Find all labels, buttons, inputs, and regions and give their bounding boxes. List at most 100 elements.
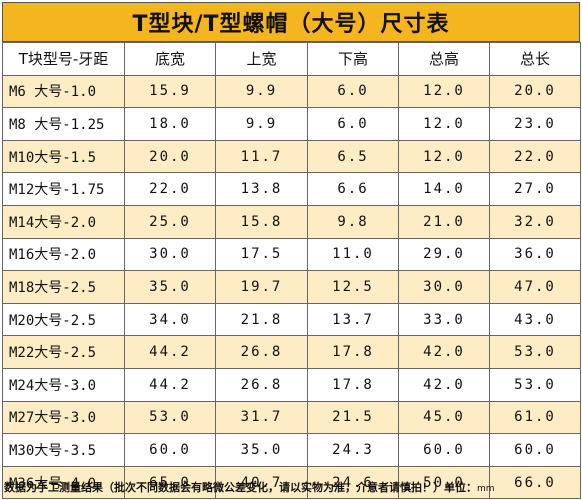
header-model: T块型号-牙距 — [2, 42, 125, 76]
table-row: M22大号-2.5 44.2 26.8 17.8 42.0 53.0 — [2, 335, 581, 369]
chart-title: T型块/T型螺帽（大号）尺寸表 — [2, 2, 580, 42]
cell-total-height: 12.0 — [398, 139, 490, 174]
cell-top-width: 40.7 — [215, 465, 308, 500]
cell-top-width: 17.5 — [215, 237, 308, 272]
cell-total-length: 60.0 — [489, 433, 581, 467]
table-row: M12大号-1.75 22.0 13.8 6.6 14.0 27.0 — [2, 172, 581, 206]
cell-model: M20大号-2.5 — [2, 302, 125, 337]
cell-top-width: 26.8 — [215, 367, 308, 402]
cell-top-width: 19.7 — [215, 270, 308, 304]
cell-top-width: 31.7 — [215, 400, 308, 435]
cell-total-length: 36.0 — [489, 237, 581, 272]
cell-total-height: 12.0 — [398, 74, 490, 109]
cell-total-height: 45.0 — [398, 400, 490, 435]
footer-unit: mm — [477, 484, 495, 494]
cell-top-width: 13.8 — [215, 172, 308, 206]
cell-top-width: 15.8 — [215, 204, 308, 239]
cell-total-length: 47.0 — [489, 270, 581, 304]
cell-model: M36大号-4.0 — [2, 465, 125, 500]
table-row: M24大号-3.0 44.2 26.8 17.8 42.0 53.0 — [2, 367, 581, 402]
table-row: M14大号-2.0 25.0 15.8 9.8 21.0 32.0 — [2, 204, 581, 239]
cell-total-height: 30.0 — [398, 270, 490, 304]
cell-lower-height: 9.8 — [307, 204, 399, 239]
cell-total-length: 23.0 — [489, 107, 581, 141]
cell-total-height: 42.0 — [398, 335, 490, 369]
cell-total-length: 32.0 — [489, 204, 581, 239]
cell-lower-height: 11.0 — [307, 237, 399, 272]
cell-model: M27大号-3.0 — [2, 400, 125, 435]
cell-bottom-width: 18.0 — [124, 107, 216, 141]
cell-total-height: 60.0 — [398, 433, 490, 467]
cell-top-width: 21.8 — [215, 302, 308, 337]
table-row: M10大号-1.5 20.0 11.7 6.5 12.0 22.0 — [2, 139, 581, 174]
cell-lower-height: 17.8 — [307, 335, 399, 369]
footer-text: 数据为手工测量结果（批次不同数据会有略微公差变化，请以实物为准，介意者请慎拍！）… — [4, 481, 477, 494]
cell-model: M22大号-2.5 — [2, 335, 125, 369]
cell-model: M16大号-2.0 — [2, 237, 125, 272]
header-lower-height: 下高 — [307, 42, 399, 76]
table-row: M16大号-2.0 30.0 17.5 11.0 29.0 36.0 — [2, 237, 581, 272]
cell-bottom-width: 25.0 — [124, 204, 216, 239]
table-row: M36大号-4.0 65.0 40.7 24.6 50.0 66.0 — [2, 465, 581, 500]
cell-bottom-width: 44.2 — [124, 335, 216, 369]
cell-bottom-width: 44.2 — [124, 367, 216, 402]
cell-lower-height: 24.3 — [307, 433, 399, 467]
cell-total-length: 66.0 — [489, 465, 581, 500]
cell-lower-height: 6.0 — [307, 74, 399, 109]
cell-lower-height: 6.6 — [307, 172, 399, 206]
table-row: M30大号-3.5 60.0 35.0 24.3 60.0 60.0 — [2, 433, 581, 467]
cell-lower-height: 21.5 — [307, 400, 399, 435]
cell-total-length: 27.0 — [489, 172, 581, 206]
header-top-width: 上宽 — [215, 42, 308, 76]
cell-lower-height: 13.7 — [307, 302, 399, 337]
cell-total-length: 20.0 — [489, 74, 581, 109]
cell-model: M18大号-2.5 — [2, 270, 125, 304]
cell-model: M8 大号-1.25 — [2, 107, 125, 141]
cell-total-length: 22.0 — [489, 139, 581, 174]
cell-total-length: 43.0 — [489, 302, 581, 337]
cell-total-height: 12.0 — [398, 107, 490, 141]
footer-note: 数据为手工测量结果（批次不同数据会有略微公差变化，请以实物为准，介意者请慎拍！）… — [4, 479, 578, 497]
cell-bottom-width: 34.0 — [124, 302, 216, 337]
cell-model: M30大号-3.5 — [2, 433, 125, 467]
header-row: T块型号-牙距 底宽 上宽 下高 总高 总长 — [2, 42, 581, 76]
cell-bottom-width: 15.9 — [124, 74, 216, 109]
cell-bottom-width: 53.0 — [124, 400, 216, 435]
table-row: M27大号-3.0 53.0 31.7 21.5 45.0 61.0 — [2, 400, 581, 435]
cell-total-height: 50.0 — [398, 465, 490, 500]
cell-total-height: 33.0 — [398, 302, 490, 337]
cell-top-width: 9.9 — [215, 74, 308, 109]
cell-top-width: 11.7 — [215, 139, 308, 174]
cell-bottom-width: 35.0 — [124, 270, 216, 304]
cell-lower-height: 17.8 — [307, 367, 399, 402]
cell-bottom-width: 30.0 — [124, 237, 216, 272]
cell-total-length: 61.0 — [489, 400, 581, 435]
table-row: M18大号-2.5 35.0 19.7 12.5 30.0 47.0 — [2, 270, 581, 304]
cell-model: M24大号-3.0 — [2, 367, 125, 402]
table-row: M6 大号-1.0 15.9 9.9 6.0 12.0 20.0 — [2, 74, 581, 109]
cell-top-width: 26.8 — [215, 335, 308, 369]
cell-total-height: 42.0 — [398, 367, 490, 402]
cell-bottom-width: 60.0 — [124, 433, 216, 467]
cell-top-width: 35.0 — [215, 433, 308, 467]
header-bottom-width: 底宽 — [124, 42, 216, 76]
cell-bottom-width: 22.0 — [124, 172, 216, 206]
cell-total-height: 21.0 — [398, 204, 490, 239]
cell-total-height: 29.0 — [398, 237, 490, 272]
cell-bottom-width: 20.0 — [124, 139, 216, 174]
size-table: T块型号-牙距 底宽 上宽 下高 总高 总长 M6 大号-1.0 15.9 9.9 6… — [2, 42, 581, 500]
cell-lower-height: 6.5 — [307, 139, 399, 174]
cell-total-length: 53.0 — [489, 335, 581, 369]
cell-model: M10大号-1.5 — [2, 139, 125, 174]
cell-model: M12大号-1.75 — [2, 172, 125, 206]
cell-model: M6 大号-1.0 — [2, 74, 125, 109]
cell-total-height: 14.0 — [398, 172, 490, 206]
cell-total-length: 53.0 — [489, 367, 581, 402]
header-total-height: 总高 — [398, 42, 490, 76]
table-row: M20大号-2.5 34.0 21.8 13.7 33.0 43.0 — [2, 302, 581, 337]
cell-model: M14大号-2.0 — [2, 204, 125, 239]
cell-lower-height: 6.0 — [307, 107, 399, 141]
header-total-length: 总长 — [489, 42, 581, 76]
table-row: M8 大号-1.25 18.0 9.9 6.0 12.0 23.0 — [2, 107, 581, 141]
